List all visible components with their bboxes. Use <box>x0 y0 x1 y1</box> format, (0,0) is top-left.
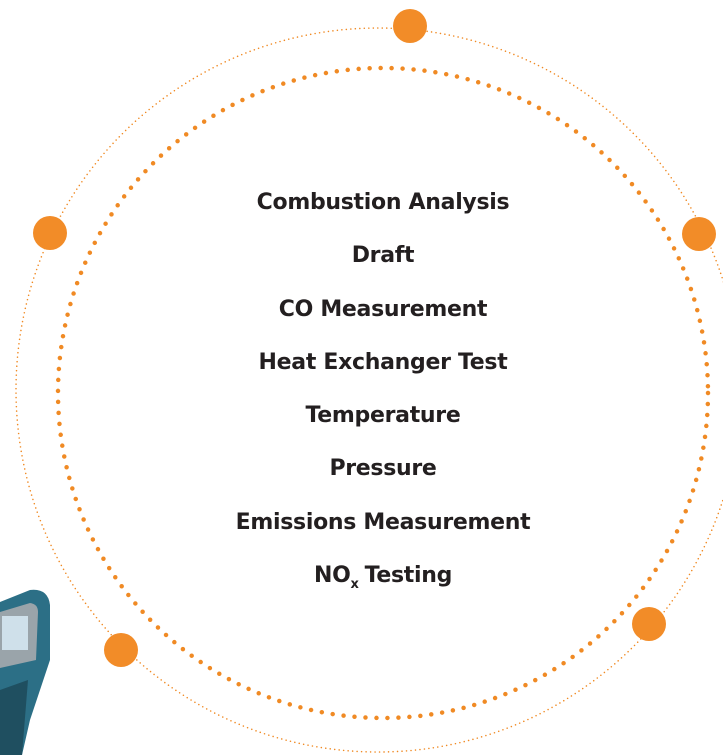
node <box>33 216 67 250</box>
feature-item: NOx Testing <box>183 553 583 606</box>
feature-item: Draft <box>183 233 583 286</box>
feature-item: Emissions Measurement <box>183 500 583 553</box>
node <box>104 633 138 667</box>
feature-item: Heat Exchanger Test <box>183 340 583 393</box>
feature-text: NO <box>314 563 351 588</box>
node <box>682 217 716 251</box>
page: Combustion AnalysisDraftCO MeasurementHe… <box>0 0 723 755</box>
feature-item: Pressure <box>183 446 583 499</box>
feature-item: Combustion Analysis <box>183 180 583 233</box>
node <box>632 607 666 641</box>
node <box>393 9 427 43</box>
feature-item: Temperature <box>183 393 583 446</box>
feature-item: CO Measurement <box>183 287 583 340</box>
feature-suffix: Testing <box>365 563 452 588</box>
device-image <box>0 590 50 755</box>
subscript: x <box>350 577 358 592</box>
